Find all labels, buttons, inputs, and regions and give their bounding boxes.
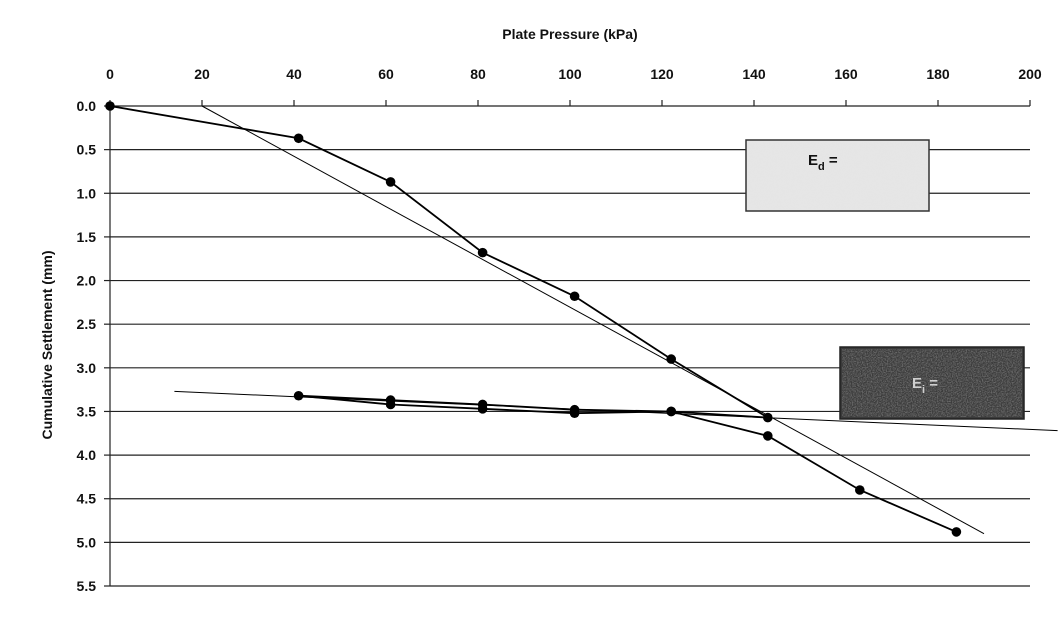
data-point	[569, 291, 580, 302]
x-tick-label: 200	[1018, 66, 1042, 82]
svg-text:Ed =: Ed =	[808, 152, 838, 173]
y-tick-label: 5.5	[77, 578, 97, 594]
x-tick-label: 120	[650, 66, 674, 82]
data-point	[666, 354, 676, 364]
data-point	[951, 527, 962, 537]
y-axis-title: Cumulative Settlement (mm)	[39, 250, 55, 439]
data-point	[477, 247, 488, 258]
ei-subscript: i	[922, 384, 925, 396]
trend-line-1	[201, 105, 985, 535]
data-point	[569, 408, 580, 419]
ed-subscript: d	[818, 161, 825, 173]
x-tick-label: 100	[558, 66, 582, 82]
data-point	[763, 412, 773, 423]
y-tick-label: 3.0	[77, 360, 97, 376]
x-tick-label: 180	[926, 66, 950, 82]
ed-suffix: =	[825, 152, 838, 169]
x-axis-title: Plate Pressure (kPa)	[502, 26, 637, 42]
data-series	[105, 101, 962, 537]
ed-annotation-box: Ed =	[745, 139, 930, 212]
y-tick-label: 2.0	[77, 273, 97, 289]
svg-text:Ei =: Ei =	[912, 375, 938, 396]
data-point	[293, 133, 304, 144]
data-point	[477, 404, 488, 414]
ei-label: E	[912, 375, 922, 392]
tick-labels: 0.0 0.5 1.0 1.5 2.0 2.5 3.0 3.5 4.0 4.5 5.0 5.5 0 20 4…	[77, 66, 1042, 594]
data-point	[385, 399, 396, 410]
x-tick-label: 0	[106, 66, 114, 82]
data-point	[293, 390, 304, 401]
y-tick-label: 0.0	[77, 98, 97, 114]
x-tick-label: 20	[194, 66, 210, 82]
x-tick-label: 160	[834, 66, 858, 82]
data-point	[666, 406, 676, 417]
x-tick-label: 60	[378, 66, 394, 82]
y-tick-label: 1.0	[77, 185, 97, 201]
ei-annotation-box: Ei =	[839, 346, 1025, 420]
data-point	[763, 431, 773, 441]
ei-suffix: =	[925, 375, 938, 392]
y-tick-label: 1.5	[77, 229, 97, 245]
data-point	[105, 101, 115, 111]
y-tick-label: 0.5	[77, 142, 97, 158]
y-tick-label: 4.5	[77, 491, 97, 507]
data-point	[385, 177, 396, 187]
x-tick-label: 80	[470, 66, 486, 82]
y-tick-label: 2.5	[77, 316, 97, 332]
ed-label: E	[808, 152, 818, 169]
y-tick-label: 4.0	[77, 447, 97, 463]
x-tick-label: 40	[286, 66, 302, 82]
data-point	[855, 485, 865, 495]
x-tick-label: 140	[742, 66, 766, 82]
y-tick-label: 3.5	[77, 403, 97, 419]
y-tick-label: 5.0	[77, 534, 97, 550]
